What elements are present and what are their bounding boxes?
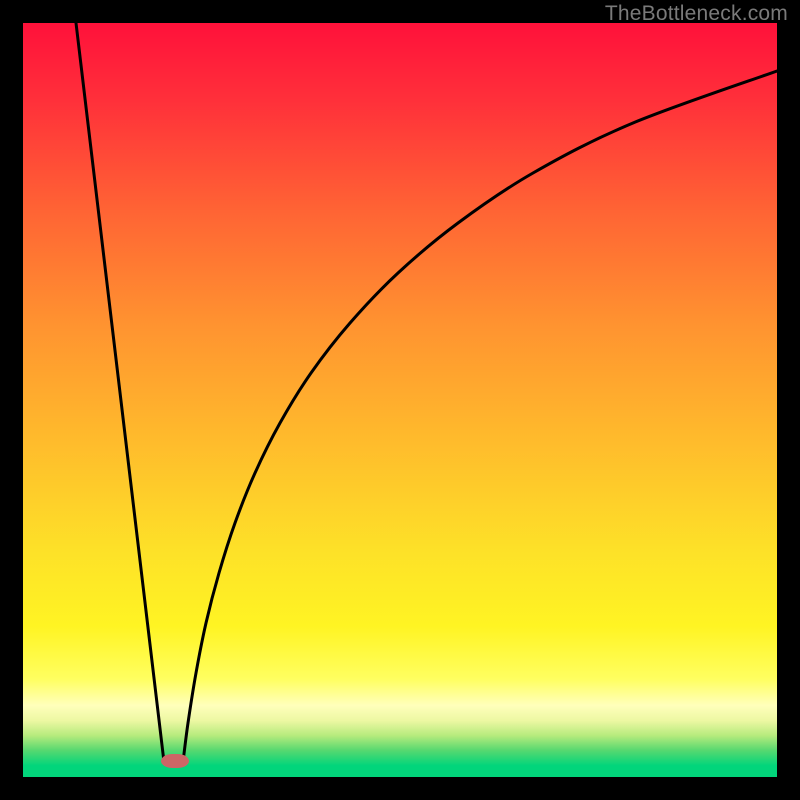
curve-layer xyxy=(23,23,777,777)
curve-right-segment xyxy=(183,71,777,762)
curve-left-segment xyxy=(76,23,164,762)
minimum-marker xyxy=(161,754,189,768)
watermark-text: TheBottleneck.com xyxy=(605,2,788,26)
plot-area xyxy=(23,23,777,777)
